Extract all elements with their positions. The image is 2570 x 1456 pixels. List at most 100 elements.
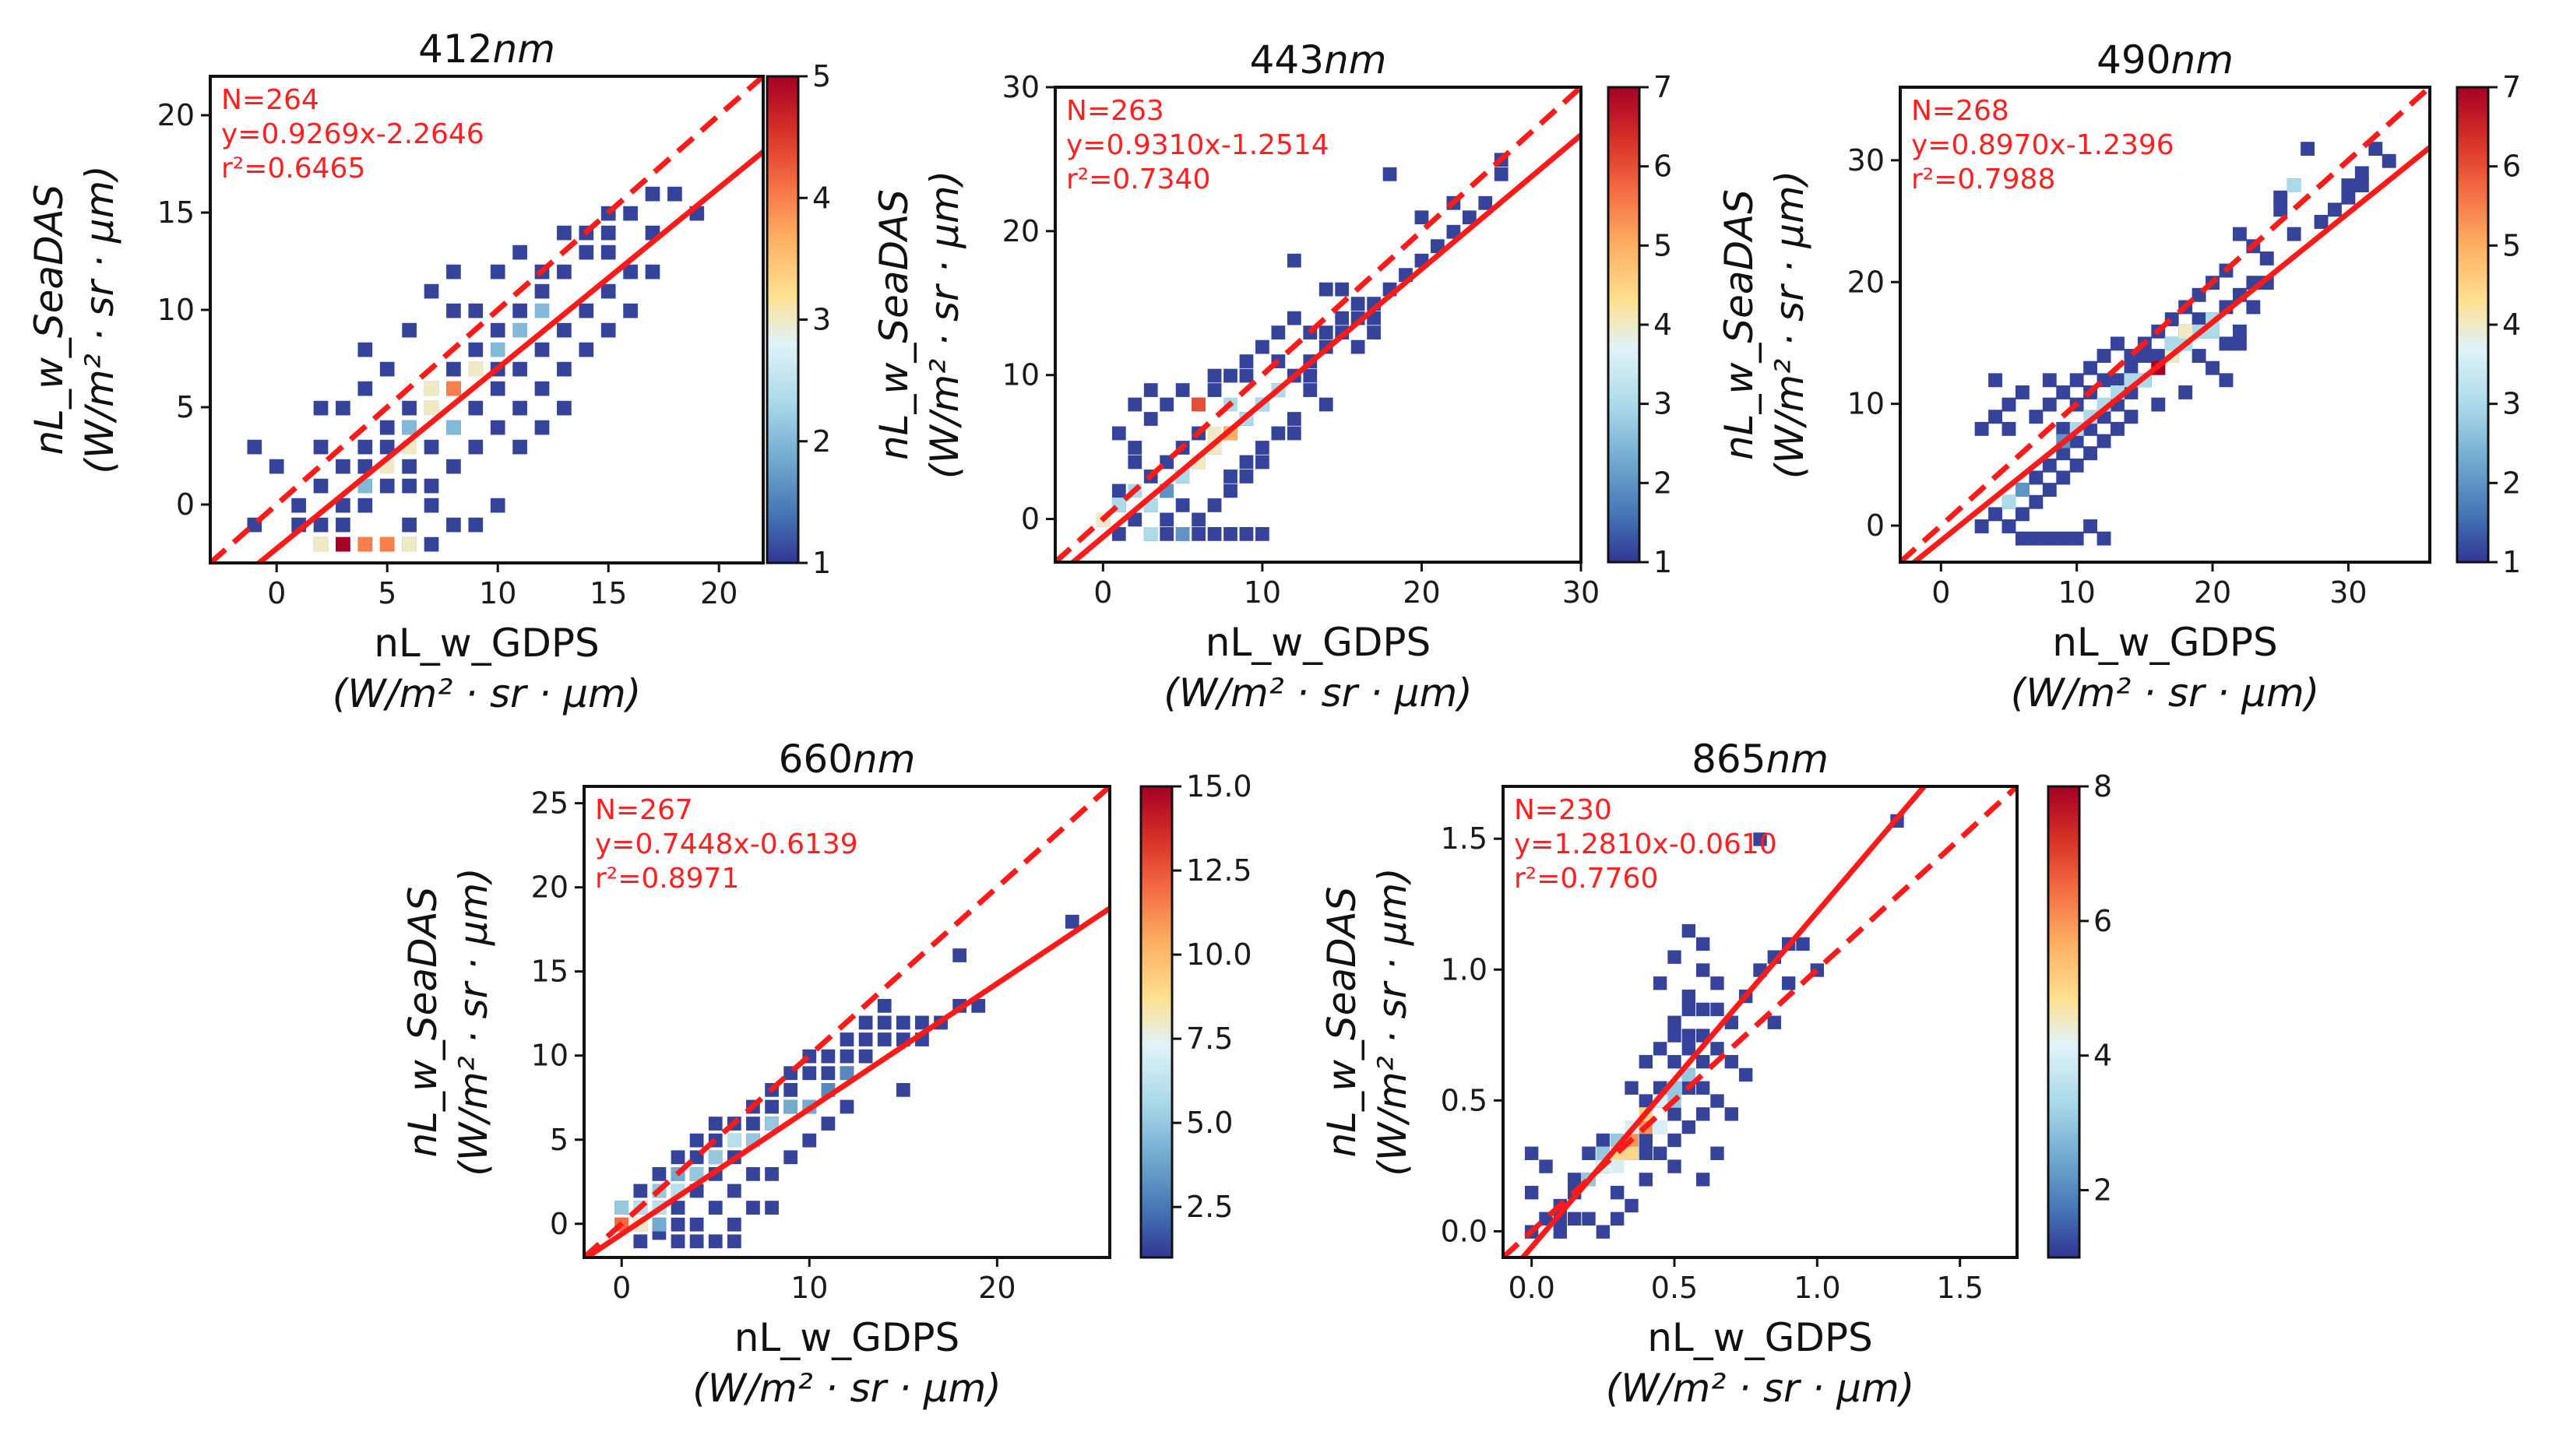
hist-bin (1318, 325, 1333, 339)
hist-bin (802, 1133, 817, 1148)
hist-bin (689, 1150, 704, 1165)
hist-bin (357, 498, 373, 513)
panel-title: 443nm (1250, 37, 1387, 83)
hist-bin (765, 1167, 779, 1181)
y-axis-label: nL_w_SeaDAS (1716, 189, 1762, 460)
hist-bin (1539, 1159, 1553, 1173)
hist-bin (2069, 458, 2084, 473)
hist-bin (1335, 311, 1350, 325)
hist-bin (1111, 426, 1126, 441)
colorbar-tick-label: 2 (2502, 466, 2521, 500)
x-axis-unit: (W/m² · sr · μm) (1606, 1366, 1915, 1411)
hist-bin (1239, 368, 1254, 383)
hist-bin (1223, 484, 1237, 498)
hist-bin (1553, 1225, 1568, 1239)
hist-bin-dense (446, 381, 461, 396)
hist-bin (1596, 1133, 1611, 1148)
hist-bin-dense (1192, 397, 1206, 412)
stats-line: N=263 (1066, 95, 1164, 127)
colorbar-tick-label: 2 (812, 424, 831, 459)
hist-bin (512, 439, 527, 455)
hist-bin (896, 1082, 910, 1097)
stats-line: N=230 (1514, 794, 1612, 826)
hist-bin (1639, 1133, 1653, 1148)
plot-area (210, 76, 763, 563)
hist-bin (557, 225, 572, 241)
hist-bin (1610, 1186, 1625, 1200)
hist-bin (858, 1015, 873, 1030)
hist-bin-dense (379, 536, 395, 552)
hist-bin (512, 400, 527, 416)
hist-bin (2111, 336, 2125, 351)
hist-bin (1695, 1107, 1710, 1121)
y-axis-label: nL_w_SeaDAS (26, 184, 72, 455)
hist-bin (2219, 373, 2234, 388)
plot-frame (583, 785, 1111, 1259)
y-axis-label: nL_w_SeaDAS (871, 189, 917, 460)
hist-bin (534, 342, 550, 357)
hist-bin (1667, 950, 1681, 964)
hist-bin (357, 342, 373, 357)
hist-bin (1207, 383, 1222, 397)
hist-bin (1582, 1212, 1596, 1226)
hist-bin (1582, 1146, 1596, 1160)
hist-bin (1667, 1107, 1681, 1121)
x-tick-label: 1.0 (1794, 1271, 1840, 1305)
colorbar-tick-label: 4 (2093, 1039, 2112, 1073)
hist-bin (2232, 324, 2247, 339)
hist-bin (512, 303, 527, 318)
hist-bin (1667, 1054, 1681, 1069)
hist-bin (633, 1183, 648, 1198)
hist-bin (1974, 421, 1989, 436)
hist-bin-dense (1625, 1146, 1639, 1160)
hist-bin (336, 517, 350, 533)
x-axis-label: nL_w_GDPS (1647, 1315, 1873, 1360)
colorbar-tick-label: 7.5 (1186, 1022, 1233, 1056)
hist-bin (2056, 385, 2071, 399)
x-axis-label: nL_w_GDPS (734, 1315, 960, 1360)
x-tick-label: 15 (590, 576, 627, 610)
hist-bin (512, 244, 527, 260)
stats-line: r²=0.7760 (1514, 863, 1658, 895)
hist-bin (1207, 498, 1222, 512)
x-axis-unit: (W/m² · sr · μm) (1164, 670, 1473, 716)
hist-bin (1318, 397, 1333, 412)
y-tick-label: 20 (1847, 265, 1885, 299)
hist-bin (765, 1099, 779, 1114)
y-tick-label: 5 (176, 390, 195, 424)
hist-bin (2042, 397, 2057, 412)
y-tick-label: 0 (176, 487, 195, 522)
panel-490: 0 10 20 30 0 10 20 30 490nm N=268y=0.8970x-1.2396… (1716, 37, 2521, 716)
hist-bin-dense (689, 1167, 704, 1181)
hist-bin (1753, 832, 1767, 846)
hist-bin (1160, 527, 1174, 541)
hist-bin (1271, 325, 1286, 339)
hist-bin (896, 1015, 910, 1030)
hist-bin (379, 439, 395, 455)
regression-line (1519, 786, 1928, 1257)
hist-bin (2232, 227, 2247, 241)
y-axis-unit: (W/m² · sr · μm) (1370, 867, 1415, 1176)
hist-bin (1988, 410, 2002, 424)
hist-bin (402, 400, 417, 416)
hist-bin-dense (424, 400, 439, 416)
hist-bin (379, 420, 395, 435)
hist-bin (1160, 397, 1174, 412)
hist-bin (877, 998, 892, 1013)
hist-bin (2314, 215, 2329, 229)
colorbar-tick-label: 7 (2502, 70, 2521, 104)
x-tick-label: 20 (978, 1271, 1016, 1305)
panel-865: 0.0 0.5 1.0 1.5 0.0 0.5 1.0 1.5 865nm N=230y=1.28… (1319, 737, 2112, 1411)
colorbar-tick-label: 8 (2093, 769, 2112, 804)
hist-bin (2137, 349, 2152, 363)
stats-line: y=1.2810x-0.0610 (1514, 828, 1777, 860)
hist-bin (1128, 441, 1142, 455)
hist-bin (291, 498, 306, 513)
stats-line: r²=0.6465 (221, 153, 365, 185)
regression-line (255, 149, 763, 563)
hist-bin (2029, 494, 2044, 509)
x-tick-label: 30 (1562, 575, 1600, 610)
hist-bin (1239, 470, 1254, 484)
hist-bin (424, 498, 439, 513)
hist-bin (1414, 210, 1429, 225)
